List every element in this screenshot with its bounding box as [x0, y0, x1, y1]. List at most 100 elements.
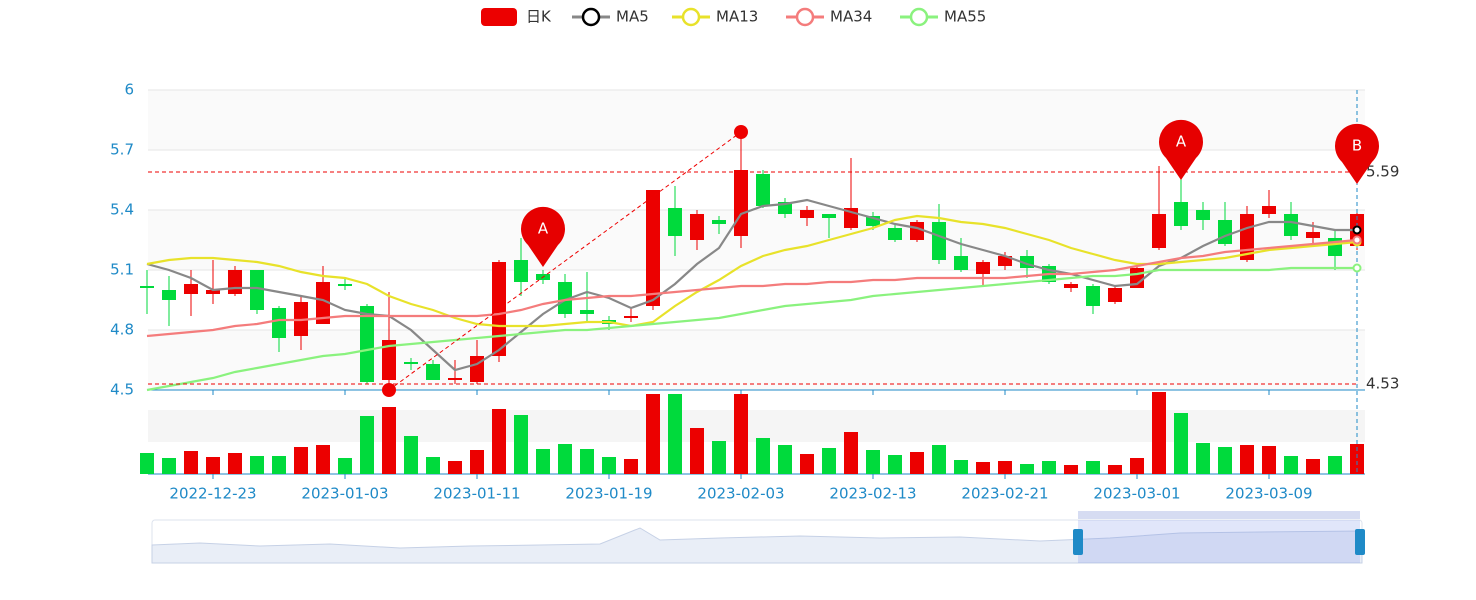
candle-body: [184, 284, 198, 294]
volume-bar: [1284, 456, 1298, 474]
candle-body: [382, 340, 396, 380]
split-area: [148, 330, 1365, 390]
legend-label: 日K: [526, 8, 552, 26]
x-tick-label: 2023-03-09: [1225, 485, 1312, 503]
volume-bar: [228, 453, 242, 474]
legend-label: MA13: [716, 8, 758, 26]
ma-line: [146, 238, 1358, 338]
volume-bar: [316, 445, 330, 474]
legend-item[interactable]: 日K: [481, 8, 552, 27]
x-tick-label: 2023-02-21: [961, 485, 1048, 503]
candle-body: [998, 256, 1012, 266]
candle-body: [360, 306, 374, 382]
candle-body: [1064, 284, 1078, 288]
candle-body: [514, 260, 528, 282]
candle-body: [888, 228, 902, 240]
candle-body: [580, 310, 594, 314]
candle-body: [932, 222, 946, 260]
candle-body: [690, 214, 704, 240]
volume-bar: [668, 394, 682, 474]
crosshair-dot: [1352, 235, 1362, 245]
volume-bar: [1350, 444, 1364, 474]
volume-bar: [910, 452, 924, 474]
volume-bar: [888, 455, 902, 474]
ma-line: [146, 214, 1358, 328]
candle-body: [1108, 288, 1122, 302]
volume-bar: [294, 447, 308, 474]
candle-body: [228, 270, 242, 294]
candle-body: [822, 214, 836, 218]
crosshair-dot: [1352, 263, 1362, 273]
candle-body: [976, 262, 990, 274]
volume-bar: [404, 436, 418, 474]
zoom-preview: [151, 527, 1363, 564]
candle-body: [624, 316, 638, 318]
legend-label: MA34: [830, 8, 872, 26]
crosshair-dot: [1352, 225, 1362, 235]
candle-body: [866, 216, 880, 226]
candle-body: [1218, 220, 1232, 244]
trend-point: [382, 383, 396, 397]
legend-item[interactable]: MA13: [672, 8, 758, 27]
candle-body: [1196, 210, 1210, 220]
candle-body: [448, 378, 462, 380]
x-tick-label: 2023-02-13: [829, 485, 916, 503]
volume-bar: [426, 457, 440, 474]
zoom-bar[interactable]: [1078, 511, 1360, 519]
volume-bar: [162, 458, 176, 474]
legend-icon: [481, 8, 517, 26]
volume-bar: [470, 450, 484, 474]
zoom-window[interactable]: [1078, 520, 1360, 563]
candle-body: [756, 174, 770, 206]
volume-bar: [624, 459, 638, 474]
volume-bar: [1064, 465, 1078, 474]
candle-body: [910, 222, 924, 240]
candle-body: [668, 208, 682, 236]
candle-body: [250, 270, 264, 310]
data-zoom[interactable]: [151, 511, 1365, 564]
volume-bar: [866, 450, 880, 474]
volume-bar: [492, 409, 506, 474]
candle-body: [1306, 232, 1320, 238]
mark-pin: [1159, 119, 1203, 180]
candle-body: [426, 364, 440, 380]
candle-body: [712, 220, 726, 224]
y-tick-label: 5.1: [110, 261, 134, 279]
volume-bar: [1328, 456, 1342, 474]
zoom-handle[interactable]: [1073, 529, 1083, 555]
volume-bar: [756, 438, 770, 474]
candle-body: [1174, 202, 1188, 226]
x-tick-label: 2023-01-19: [565, 485, 652, 503]
volume-bar: [1042, 461, 1056, 474]
volume-bar: [1130, 458, 1144, 474]
candle-body: [1086, 286, 1100, 306]
legend-item[interactable]: MA5: [572, 8, 649, 27]
legend-item[interactable]: MA55: [900, 8, 986, 27]
volume-bar: [1108, 465, 1122, 474]
ma-line: [146, 266, 1357, 392]
zoom-handle[interactable]: [1355, 529, 1365, 555]
volume-bar: [536, 449, 550, 474]
candle-body: [800, 210, 814, 218]
volume-bar: [338, 458, 352, 474]
volume-bar: [1240, 445, 1254, 474]
volume-bar: [844, 432, 858, 474]
volume-bar: [778, 445, 792, 474]
volume-bar: [360, 416, 374, 474]
y-tick-label: 5.4: [110, 201, 134, 219]
candle-body: [1240, 214, 1254, 260]
volume-bar: [382, 407, 396, 474]
mark-pin-label: A: [538, 220, 549, 238]
candle-body: [734, 170, 748, 236]
volume-bar: [514, 415, 528, 474]
candle-body: [140, 286, 154, 288]
volume-bar: [822, 448, 836, 474]
volume-bar: [184, 451, 198, 474]
legend-item[interactable]: MA34: [786, 8, 872, 27]
mark-line-label: 4.53: [1366, 375, 1399, 393]
volume-bar: [1174, 413, 1188, 474]
volume-bar: [1152, 392, 1166, 474]
volume-bar: [140, 453, 154, 474]
y-tick-label: 4.5: [110, 381, 134, 399]
volume-bar: [558, 444, 572, 474]
